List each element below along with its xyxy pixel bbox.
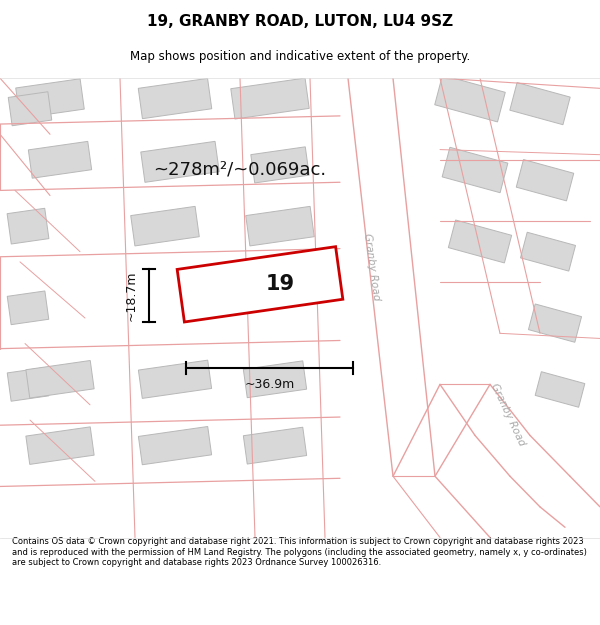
Polygon shape: [244, 361, 307, 398]
Polygon shape: [131, 206, 199, 246]
Polygon shape: [7, 208, 49, 244]
Polygon shape: [16, 79, 84, 118]
Polygon shape: [442, 148, 508, 192]
Polygon shape: [141, 141, 219, 182]
Polygon shape: [7, 368, 49, 401]
Polygon shape: [177, 247, 343, 322]
Polygon shape: [26, 361, 94, 398]
Polygon shape: [516, 159, 574, 201]
Polygon shape: [28, 141, 92, 178]
Polygon shape: [435, 75, 505, 122]
Text: ~36.9m: ~36.9m: [244, 378, 295, 391]
Text: Granby Road: Granby Road: [489, 382, 527, 448]
Polygon shape: [8, 92, 52, 126]
Text: 19: 19: [265, 274, 295, 294]
Polygon shape: [246, 206, 314, 246]
Polygon shape: [535, 372, 585, 408]
Text: Map shows position and indicative extent of the property.: Map shows position and indicative extent…: [130, 50, 470, 62]
Polygon shape: [26, 427, 94, 464]
Polygon shape: [7, 291, 49, 324]
Polygon shape: [529, 304, 581, 343]
Text: Contains OS data © Crown copyright and database right 2021. This information is : Contains OS data © Crown copyright and d…: [12, 538, 587, 568]
Polygon shape: [244, 428, 307, 464]
Polygon shape: [510, 82, 570, 125]
Text: Granby Road: Granby Road: [362, 232, 382, 301]
Polygon shape: [138, 78, 212, 119]
Text: ~278m²/~0.069ac.: ~278m²/~0.069ac.: [154, 161, 326, 179]
Polygon shape: [231, 78, 309, 119]
Text: ~18.7m: ~18.7m: [125, 271, 137, 321]
Polygon shape: [251, 147, 309, 183]
Polygon shape: [139, 426, 212, 465]
Polygon shape: [139, 360, 212, 398]
Text: 19, GRANBY ROAD, LUTON, LU4 9SZ: 19, GRANBY ROAD, LUTON, LU4 9SZ: [147, 14, 453, 29]
Polygon shape: [520, 232, 575, 271]
Polygon shape: [448, 220, 512, 263]
